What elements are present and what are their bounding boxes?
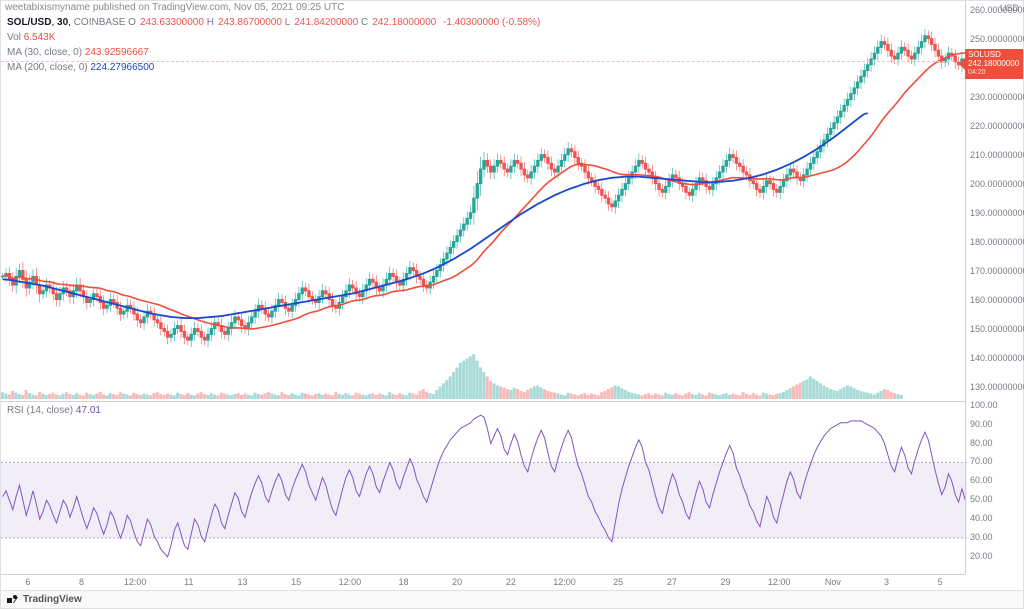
vol-value: 6.543K — [24, 32, 56, 43]
xtick: Nov — [825, 577, 841, 587]
rsi-chart-svg — [1, 402, 967, 572]
chart-container: weetabixismyname published on TradingVie… — [0, 0, 1024, 609]
ytick-rsi: 50.00 — [970, 494, 993, 504]
ytick: 150.00000000 — [970, 324, 1024, 334]
ytick: 140.00000000 — [970, 353, 1024, 363]
rsi-panel[interactable] — [1, 401, 965, 571]
legend: SOL/USD, 30, COINBASE O243.63300000 H243… — [7, 15, 540, 75]
vol-row: Vol 6.543K — [7, 30, 540, 45]
ma200-value: 224.27966500 — [90, 62, 154, 73]
xtick: 3 — [884, 577, 889, 587]
ohlc-change: -1.40300000 — [443, 17, 499, 28]
ytick: 170.00000000 — [970, 266, 1024, 276]
vol-label: Vol — [7, 32, 21, 43]
attribution-text: weetabixismyname published on TradingVie… — [5, 2, 344, 13]
rsi-value: 47.01 — [76, 405, 101, 416]
xtick: 29 — [720, 577, 730, 587]
ohlc-change-pct: (-0.58%) — [502, 17, 540, 28]
xtick: 12:00 — [553, 577, 576, 587]
ytick: 220.00000000 — [970, 121, 1024, 131]
ytick: 180.00000000 — [970, 237, 1024, 247]
ytick-rsi: 60.00 — [970, 475, 993, 485]
ma30-label: MA (30, close, 0) — [7, 47, 82, 58]
ytick: 200.00000000 — [970, 179, 1024, 189]
xtick: 5 — [938, 577, 943, 587]
xtick: 22 — [506, 577, 516, 587]
xtick: 6 — [25, 577, 30, 587]
xtick: 25 — [613, 577, 623, 587]
y-axis: USD 260.00000000250.00000000230.00000000… — [965, 1, 1023, 574]
ytick: 160.00000000 — [970, 295, 1024, 305]
ytick-rsi: 90.00 — [970, 419, 993, 429]
x-axis: 6 8 12:00 11 13 15 12:00 18 20 22 12:00 25 27 29 12:00… — [1, 574, 965, 590]
ytick: 130.00000000 — [970, 382, 1024, 392]
flag-price: 242.18000000 — [968, 60, 1020, 69]
ohlc-close: 242.18000000 — [372, 17, 436, 28]
ytick: 230.00000000 — [970, 92, 1024, 102]
ytick: 210.00000000 — [970, 150, 1024, 160]
ohlc-high: 243.86700000 — [218, 17, 282, 28]
symbol-row: SOL/USD, 30, COINBASE O243.63300000 H243… — [7, 15, 540, 30]
xtick: 12:00 — [768, 577, 791, 587]
xtick: 27 — [667, 577, 677, 587]
rsi-label: RSI (14, close) — [7, 405, 73, 416]
ytick: 260.00000000 — [970, 5, 1024, 15]
ohlc-open: 243.63300000 — [140, 17, 204, 28]
ytick-rsi: 70.00 — [970, 456, 993, 466]
ytick-rsi: 80.00 — [970, 438, 993, 448]
xtick: 12:00 — [339, 577, 362, 587]
ma30-value: 243.92596667 — [85, 47, 149, 58]
tradingview-icon — [7, 594, 19, 606]
flag-countdown: 04:20 — [968, 69, 1020, 77]
xtick: 18 — [398, 577, 408, 587]
xtick: 8 — [79, 577, 84, 587]
ma200-label: MA (200, close, 0) — [7, 62, 88, 73]
rsi-legend: RSI (14, close) 47.01 — [7, 405, 101, 416]
symbol-exchange: COINBASE — [74, 17, 126, 28]
xtick: 20 — [452, 577, 462, 587]
xtick: 11 — [184, 577, 193, 587]
ytick-rsi: 30.00 — [970, 532, 993, 542]
ytick-rsi: 20.00 — [970, 551, 993, 561]
ytick: 190.00000000 — [970, 208, 1024, 218]
ma200-row: MA (200, close, 0) 224.27966500 — [7, 60, 540, 75]
last-price-flag: SOLUSD 242.18000000 04:20 — [965, 49, 1023, 78]
xtick: 12:00 — [124, 577, 147, 587]
ma30-row: MA (30, close, 0) 243.92596667 — [7, 45, 540, 60]
ytick-rsi: 40.00 — [970, 513, 993, 523]
ohlc-low: 241.84200000 — [294, 17, 358, 28]
symbol-interval: 30 — [57, 17, 68, 28]
ytick-rsi: 100.00 — [970, 400, 998, 410]
ytick: 250.00000000 — [970, 34, 1024, 44]
footer-brand: TradingView — [23, 594, 82, 605]
footer: TradingView — [1, 590, 1023, 608]
xtick: 13 — [237, 577, 247, 587]
symbol-pair: SOL/USD — [7, 17, 51, 28]
xtick: 15 — [291, 577, 301, 587]
